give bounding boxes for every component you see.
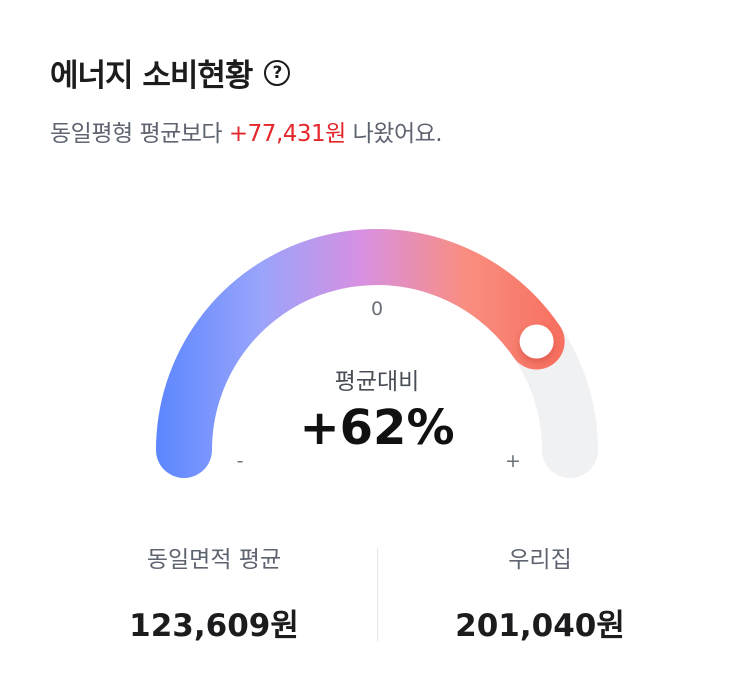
gauge-value: +62% — [299, 400, 455, 456]
title-text: 에너지 소비현황 — [50, 58, 253, 94]
summary-text: 동일평형 평균보다 +77,431원 나왔어요. — [50, 114, 443, 148]
difference-amount: +77,431원 — [228, 121, 346, 147]
gauge-center-label: 평균대비 — [334, 369, 420, 395]
stat-value: 123,609원 — [129, 608, 299, 644]
question-circle-icon[interactable]: ? — [264, 59, 291, 86]
page-title: 에너지 소비현황 ? — [50, 50, 291, 95]
stat-my-home: 우리집 201,040원 — [390, 540, 690, 645]
gauge-knob — [519, 324, 554, 359]
gauge-zero-label: 0 — [370, 298, 384, 320]
stat-label: 우리집 — [508, 547, 572, 573]
stat-area-average: 동일면적 평균 123,609원 — [64, 540, 364, 645]
summary-suffix: 나왔어요. — [345, 121, 443, 147]
gauge-plus-label: + — [505, 450, 521, 472]
summary-prefix: 동일평형 평균보다 — [50, 121, 229, 147]
stat-label: 동일면적 평균 — [146, 547, 282, 573]
divider — [377, 548, 378, 642]
gauge-minus-label: - — [236, 450, 244, 472]
stat-value: 201,040원 — [455, 608, 625, 644]
gauge-fill — [156, 229, 565, 478]
